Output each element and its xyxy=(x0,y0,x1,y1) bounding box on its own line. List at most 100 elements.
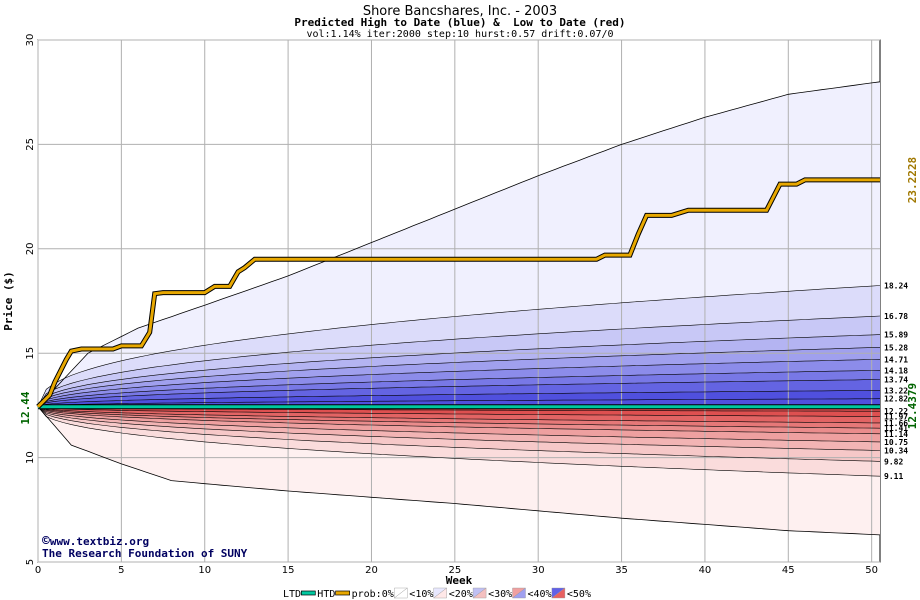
legend-bucket-swatch-b-4 xyxy=(551,587,566,599)
lower-quantile-label-0: 12.22 xyxy=(884,407,908,416)
lower-quantile-line-4 xyxy=(37,406,881,435)
lower-envelope-line xyxy=(37,406,881,536)
watermark-site: ©www.textbiz.org xyxy=(42,534,149,549)
upper-quantile-label-0: 18.24 xyxy=(884,282,908,291)
x-axis-ticks: 0 5 10 15 20 25 30 35 40 45 50 xyxy=(35,565,878,576)
legend-bucket-label-3: <40% xyxy=(528,589,552,600)
band-blue-1 xyxy=(38,285,880,407)
x-tick-label-6: 30 xyxy=(532,565,545,576)
quantile-contours xyxy=(37,81,881,536)
band-blue-0 xyxy=(38,81,880,407)
quantile-labels: 18.24 16.78 15.89 15.28 14.71 14.1813.7413.22… xyxy=(884,282,908,482)
band-red-8 xyxy=(38,406,880,417)
x-tick-label-4: 20 xyxy=(365,565,378,576)
chart-params: vol:1.14% iter:2000 step:10 hurst:0.57 d… xyxy=(306,29,613,40)
grid-lines xyxy=(37,39,880,563)
copyright-symbol: © xyxy=(42,534,50,549)
lower-quantile-line-1 xyxy=(37,406,881,417)
lower-quantile-line-2 xyxy=(37,406,880,424)
legend-bucket-swatch-b-0 xyxy=(393,587,408,599)
legend-bucket-label-1: <20% xyxy=(449,589,473,600)
lower-quantile-line-3 xyxy=(37,406,881,429)
x-tick-label-1: 5 xyxy=(118,565,124,576)
band-blue-4 xyxy=(38,347,880,407)
watermark-org: The Research Foundation of SUNY xyxy=(42,547,248,560)
upper-quantile-line-1 xyxy=(37,315,881,407)
band-blue-3 xyxy=(38,334,880,407)
band-blue-2 xyxy=(38,316,880,407)
legend-bucket-swatch-b-2 xyxy=(472,587,487,599)
lower-quantile-line-6 xyxy=(37,406,881,451)
legend-htd-label: HTD xyxy=(317,589,335,600)
band-red-6 xyxy=(38,406,880,429)
y-tick-label-4: 25 xyxy=(25,138,36,151)
x-tick-label-0: 0 xyxy=(35,565,41,576)
band-blue-5 xyxy=(38,359,880,407)
x-axis-label: Week xyxy=(446,574,473,587)
lower-quantile-label-4: 11.14 xyxy=(884,430,908,439)
lower-quantile-label-2: 11.66 xyxy=(884,419,908,428)
x-tick-label-9: 45 xyxy=(782,565,795,576)
upper-quantile-line-5 xyxy=(37,370,881,407)
lower-quantile-line-8 xyxy=(37,406,881,477)
lower-quantile-line-7 xyxy=(37,406,881,462)
x-tick-label-7: 35 xyxy=(615,565,628,576)
band-red-2 xyxy=(38,406,880,462)
x-tick-label-5: 25 xyxy=(448,565,461,576)
legend-bucket-label-0: <10% xyxy=(409,589,433,600)
upper-quantile-line-8 xyxy=(37,398,881,407)
lower-quantile-label-1: 11.97 xyxy=(884,412,908,421)
x-tick-label-2: 10 xyxy=(198,565,211,576)
upper-quantile-line-2 xyxy=(37,334,881,407)
chart-subtitle: Predicted High to Date (blue) & Low to D… xyxy=(294,16,625,29)
band-blue-8 xyxy=(38,390,880,407)
upper-quantile-label-4: 14.71 xyxy=(884,355,908,364)
band-red-3 xyxy=(38,406,880,451)
lower-quantile-label-5: 10.75 xyxy=(884,438,908,447)
upper-quantile-label-1: 16.78 xyxy=(884,312,908,321)
band-red-0 xyxy=(38,406,880,535)
lower-quantile-label-3: 11.41 xyxy=(884,424,908,433)
watermark-site-text: www.textbiz.org xyxy=(50,535,149,548)
legend-bucket-swatch-b-1 xyxy=(433,587,447,599)
legend-ltd-swatch xyxy=(300,590,316,596)
chart-title: Shore Bancshares, Inc. - 2003 xyxy=(363,4,557,19)
upper-quantile-line-3 xyxy=(37,347,881,407)
lower-quantile-label-6: 10.34 xyxy=(884,447,908,456)
y-tick-label-5: 30 xyxy=(25,34,36,47)
upper-quantile-label-7: 13.22 xyxy=(884,386,908,395)
upper-quantile-label-3: 15.28 xyxy=(884,343,908,352)
legend-bucket-label-4: <50% xyxy=(567,589,591,600)
band-red-5 xyxy=(38,406,880,434)
x-tick-label-10: 50 xyxy=(865,565,878,576)
lower-quantile-label-8: 9.11 xyxy=(884,472,903,481)
lower-quantile-label-7: 9.82 xyxy=(884,457,903,466)
band-red-4 xyxy=(38,406,880,442)
start-price-label: 12.44 xyxy=(19,391,32,424)
htd-final-label: 23.2228 xyxy=(906,157,919,203)
legend-bucket-label-2: <30% xyxy=(488,589,512,600)
legend: LTD HTD prob:0% <10% <20% <30% <40% <50% xyxy=(283,587,591,600)
upper-quantile-label-5: 14.18 xyxy=(884,366,908,375)
legend-prob-prefix: prob:0% xyxy=(352,589,394,600)
upper-quantile-line-0 xyxy=(37,285,881,407)
upper-quantile-label-6: 13.74 xyxy=(884,376,908,385)
band-blue-7 xyxy=(38,379,880,407)
lower-quantile-line-5 xyxy=(37,406,881,443)
band-red-1 xyxy=(38,406,880,477)
legend-htd-swatch xyxy=(335,590,350,596)
upper-quantile-label-8: 12.82 xyxy=(884,395,908,404)
price-paths xyxy=(36,177,880,410)
y-tick-label-2: 15 xyxy=(25,347,36,360)
y-tick-label-0: 5 xyxy=(25,559,36,565)
y-tick-label-3: 20 xyxy=(25,242,36,255)
upper-envelope-line xyxy=(37,81,881,407)
legend-bucket-swatch-b-3 xyxy=(511,587,526,599)
y-axis-label: Price ($) xyxy=(2,271,15,331)
band-red-7 xyxy=(38,406,880,423)
upper-quantile-label-2: 15.89 xyxy=(884,331,908,340)
y-axis-ticks: 5 10 15 20 25 30 xyxy=(25,34,36,566)
legend-ltd-label: LTD xyxy=(283,589,301,600)
ltd-final-label: 12.4379 xyxy=(906,383,919,429)
